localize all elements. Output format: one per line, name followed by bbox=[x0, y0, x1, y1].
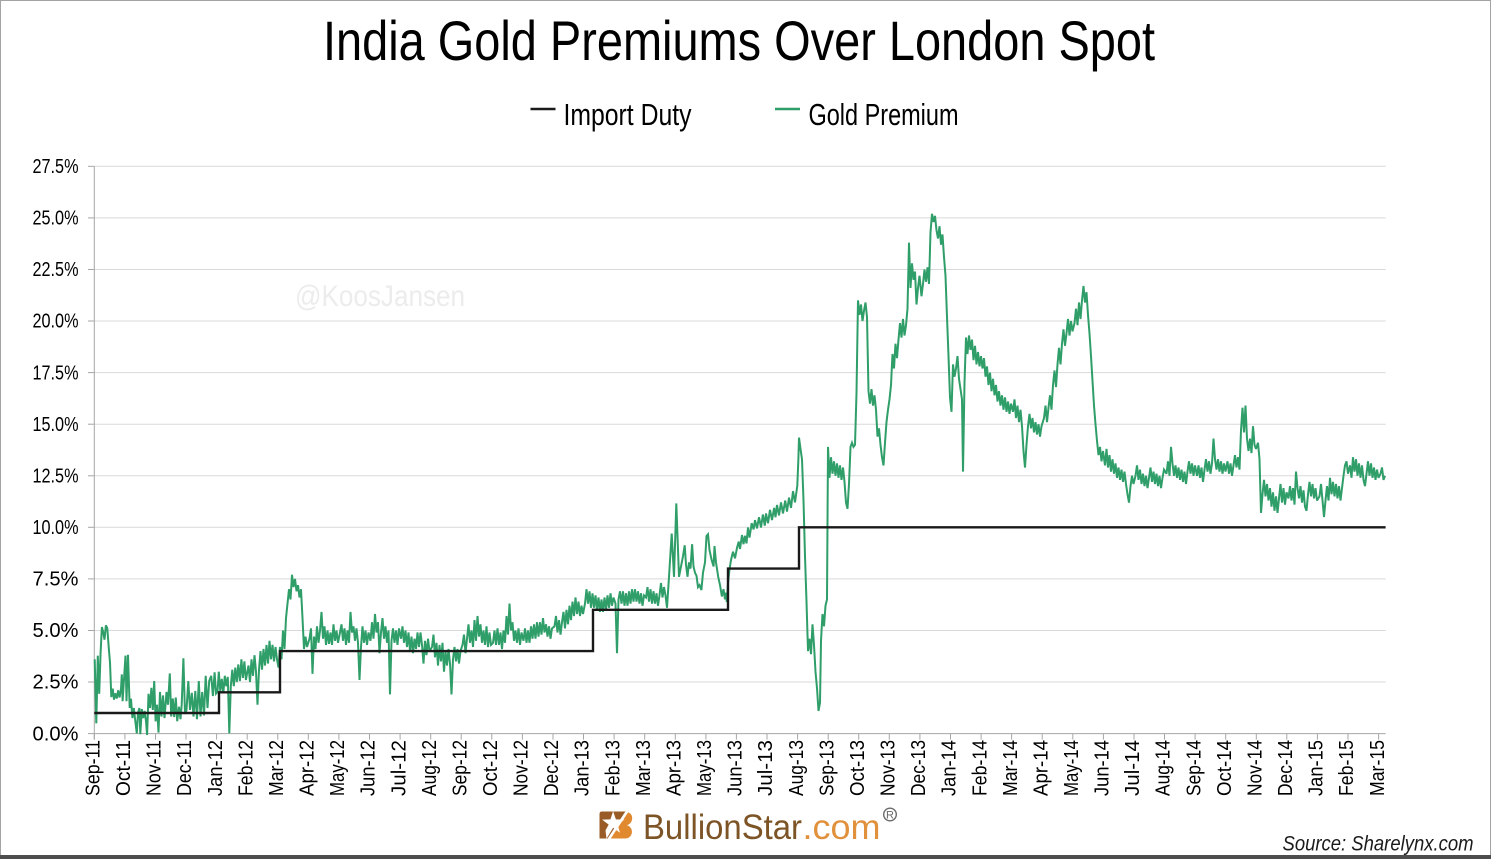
svg-text:27.5%: 27.5% bbox=[33, 156, 79, 178]
svg-text:0.0%: 0.0% bbox=[33, 723, 79, 745]
svg-text:Dec-13: Dec-13 bbox=[908, 740, 930, 796]
svg-text:12.5%: 12.5% bbox=[33, 466, 79, 488]
svg-text:Sep-11: Sep-11 bbox=[83, 740, 105, 796]
svg-text:Apr-12: Apr-12 bbox=[297, 740, 319, 796]
svg-text:May-13: May-13 bbox=[694, 740, 716, 796]
svg-text:Oct-14: Oct-14 bbox=[1214, 740, 1236, 796]
svg-text:Mar-14: Mar-14 bbox=[1000, 740, 1022, 796]
svg-text:2.5%: 2.5% bbox=[33, 672, 79, 694]
svg-text:15.0%: 15.0% bbox=[33, 414, 79, 436]
svg-text:India Gold Premiums Over Londo: India Gold Premiums Over London Spot bbox=[323, 9, 1155, 72]
svg-text:Jan-13: Jan-13 bbox=[572, 740, 594, 796]
svg-text:Jan-14: Jan-14 bbox=[939, 740, 961, 796]
svg-text:Import Duty: Import Duty bbox=[564, 97, 692, 132]
svg-text:Nov-14: Nov-14 bbox=[1245, 740, 1267, 796]
svg-text:7.5%: 7.5% bbox=[33, 569, 79, 591]
svg-text:Jun-13: Jun-13 bbox=[725, 740, 747, 796]
svg-text:BullionStar: BullionStar bbox=[643, 808, 802, 847]
svg-text:Jan-12: Jan-12 bbox=[205, 740, 227, 796]
svg-text:10.0%: 10.0% bbox=[33, 517, 79, 539]
svg-text:Aug-12: Aug-12 bbox=[419, 740, 441, 796]
svg-text:Feb-13: Feb-13 bbox=[602, 740, 624, 796]
svg-text:Dec-11: Dec-11 bbox=[174, 740, 196, 796]
svg-text:Jun-14: Jun-14 bbox=[1092, 740, 1114, 796]
svg-text:Mar-12: Mar-12 bbox=[266, 740, 288, 796]
svg-text:Nov-12: Nov-12 bbox=[511, 740, 533, 796]
svg-text:Jul-14: Jul-14 bbox=[1122, 740, 1144, 796]
svg-text:Aug-13: Aug-13 bbox=[786, 740, 808, 796]
svg-text:17.5%: 17.5% bbox=[33, 362, 79, 384]
svg-text:May-12: May-12 bbox=[327, 740, 349, 796]
svg-text:25.0%: 25.0% bbox=[33, 208, 79, 230]
svg-text:R: R bbox=[886, 810, 894, 822]
svg-text:20.0%: 20.0% bbox=[33, 311, 79, 333]
svg-text:Apr-14: Apr-14 bbox=[1030, 740, 1052, 796]
svg-text:Jun-12: Jun-12 bbox=[358, 740, 380, 796]
svg-text:Sep-14: Sep-14 bbox=[1183, 740, 1205, 796]
svg-text:Feb-15: Feb-15 bbox=[1336, 740, 1358, 796]
svg-text:Nov-13: Nov-13 bbox=[878, 740, 900, 796]
svg-text:Aug-14: Aug-14 bbox=[1153, 740, 1175, 796]
svg-text:Sep-12: Sep-12 bbox=[449, 740, 471, 796]
svg-text:Gold Premium: Gold Premium bbox=[809, 97, 959, 132]
svg-text:.com: .com bbox=[803, 808, 881, 847]
svg-text:Oct-13: Oct-13 bbox=[847, 740, 869, 796]
svg-text:Jul-13: Jul-13 bbox=[755, 740, 777, 796]
svg-text:Source: Sharelynx.com: Source: Sharelynx.com bbox=[1283, 832, 1474, 856]
svg-text:Sep-13: Sep-13 bbox=[816, 740, 838, 796]
svg-text:Mar-15: Mar-15 bbox=[1367, 740, 1389, 796]
svg-text:Mar-13: Mar-13 bbox=[633, 740, 655, 796]
svg-text:Feb-14: Feb-14 bbox=[969, 740, 991, 796]
svg-text:22.5%: 22.5% bbox=[33, 259, 79, 281]
svg-text:5.0%: 5.0% bbox=[33, 620, 79, 642]
svg-text:Dec-14: Dec-14 bbox=[1275, 740, 1297, 796]
svg-text:Jul-12: Jul-12 bbox=[388, 740, 410, 796]
svg-text:@KoosJansen: @KoosJansen bbox=[295, 280, 465, 313]
svg-text:Jan-15: Jan-15 bbox=[1306, 740, 1328, 796]
svg-text:Apr-13: Apr-13 bbox=[664, 740, 686, 796]
svg-text:Nov-11: Nov-11 bbox=[144, 740, 166, 796]
svg-text:Feb-12: Feb-12 bbox=[235, 740, 257, 796]
svg-text:Oct-11: Oct-11 bbox=[113, 740, 135, 796]
svg-text:Oct-12: Oct-12 bbox=[480, 740, 502, 796]
svg-text:Dec-12: Dec-12 bbox=[541, 740, 563, 796]
svg-text:May-14: May-14 bbox=[1061, 740, 1083, 796]
